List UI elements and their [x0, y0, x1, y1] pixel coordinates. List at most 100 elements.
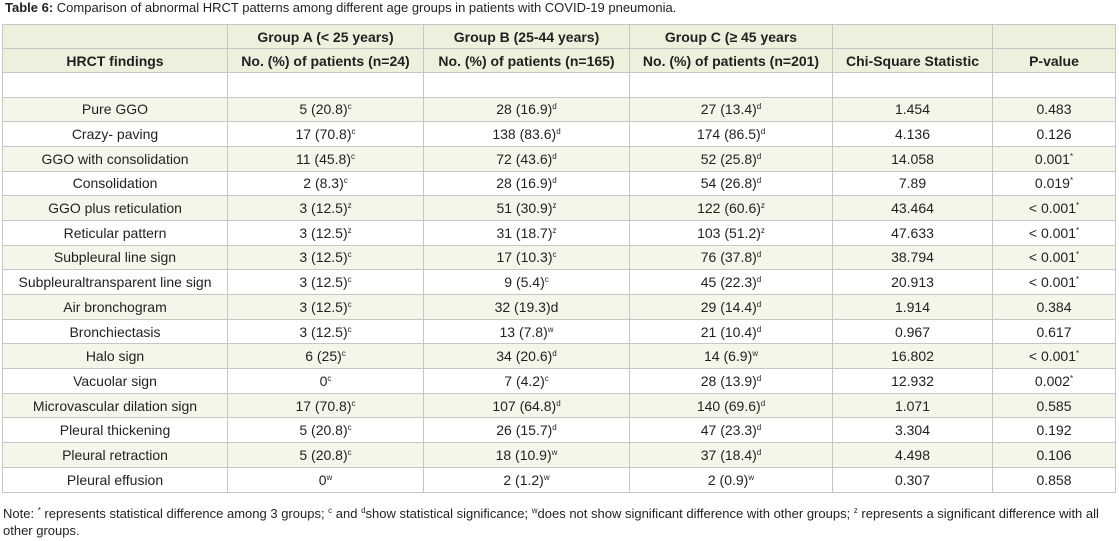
header-row-1: Group A (< 25 years) Group B (25-44 year… [2, 24, 1116, 49]
table-row: Air bronchogram 3 (12.5)c 32 (19.3)d 29 (14… [2, 294, 1116, 320]
group-c-cell: 76 (37.8)d [629, 244, 833, 271]
group-a-cell: 0w [227, 466, 424, 493]
chi-square-cell: 20.913 [832, 269, 993, 295]
cell-value: 14.058 [891, 150, 934, 167]
group-a-cell: 3 (12.5)c [227, 294, 424, 320]
cell-superscript: w [547, 324, 554, 334]
cell-value: Pleural retraction [62, 446, 168, 463]
finding-cell: Pleural thickening [2, 417, 228, 444]
cell-value: 4.136 [894, 126, 931, 143]
finding-cell: Vacuolar sign [2, 368, 228, 394]
p-value-cell: 0.483 [992, 96, 1116, 123]
p-value-cell: 0.106 [992, 442, 1116, 468]
cell-value: 32 (19.3)d [494, 298, 559, 315]
table-row: Reticular pattern 3 (12.5)z 31 (18.7)z 103 … [2, 219, 1116, 246]
cell-superscript: d [756, 324, 762, 334]
cell-superscript: w [326, 472, 333, 482]
cell-superscript: z [347, 201, 352, 211]
cell-superscript: d [556, 398, 561, 408]
cell-value: 0.967 [894, 323, 931, 340]
cell-value: < 0.001 [1028, 249, 1076, 266]
group-c-cell: 27 (13.4)d [629, 96, 833, 123]
cell-value: 28 (13.9) [700, 372, 757, 389]
finding-cell: Subpleuraltransparent line sign [2, 269, 228, 295]
table-row: Bronchiectasis 3 (12.5)c 13 (7.8)w 21 (10.4… [2, 318, 1116, 345]
cell-superscript: z [347, 225, 352, 235]
group-c-cell: 45 (22.3)d [629, 269, 833, 295]
caption-text: Comparison of abnormal HRCT patterns amo… [53, 0, 677, 15]
cell-superscript: w [551, 447, 558, 457]
table-row: Subpleuraltransparent line sign 3 (12.5)c… [2, 269, 1116, 295]
cell-value: GGO with consolidation [41, 150, 189, 167]
p-value-cell: 0.384 [992, 294, 1116, 320]
table-row: GGO with consolidation 11 (45.8)c 72 (43.6… [2, 145, 1116, 172]
table-row: Microvascular dilation sign 17 (70.8)c 107… [2, 392, 1116, 419]
group-c-cell: 103 (51.2)z [629, 219, 833, 246]
chi-square-cell: 1.914 [832, 294, 993, 320]
group-b-cell: 13 (7.8)w [423, 318, 630, 345]
chi-square-cell: 47.633 [832, 219, 993, 246]
table-row: Crazy- paving 17 (70.8)c 138 (83.6)d 174 (8… [2, 121, 1116, 147]
group-a-cell: 3 (12.5)c [227, 318, 424, 345]
group-b-cell: 28 (16.9)d [423, 96, 630, 123]
cell-value: < 0.001 [1028, 200, 1076, 217]
cell-value: 0.307 [894, 471, 931, 488]
group-a-cell: 5 (20.8)c [227, 442, 424, 468]
p-value-cell: < 0.001* [992, 244, 1116, 271]
p-value-cell: 0.019* [992, 170, 1116, 197]
cell-value: 0 [319, 372, 328, 389]
group-c-cell: 28 (13.9)d [629, 368, 833, 394]
group-b-cell: 7 (4.2)c [423, 368, 630, 394]
cell-superscript: d [760, 398, 766, 408]
p-value-cell: 0.585 [992, 392, 1116, 419]
group-b-cell: 138 (83.6)d [423, 121, 630, 147]
p-value-cell: < 0.001* [992, 195, 1116, 221]
cell-value: 0.585 [1036, 397, 1072, 414]
cell-value: 140 (69.6) [696, 397, 761, 414]
cell-value: 3 (12.5) [299, 249, 348, 266]
group-b-cell: 17 (10.3)c [423, 244, 630, 271]
cell-value: 17 (70.8) [295, 126, 352, 143]
chi-square-cell: 7.89 [832, 170, 993, 197]
p-value-cell: < 0.001* [992, 343, 1116, 370]
cell-value: 47 (23.3) [700, 422, 757, 439]
note-text: does not show significant difference wit… [537, 506, 854, 521]
cell-value: < 0.001 [1028, 274, 1076, 291]
cell-value: 3.304 [894, 422, 931, 439]
header-cell [992, 24, 1116, 49]
p-value-cell: 0.126 [992, 121, 1116, 147]
cell-value: 0.126 [1036, 126, 1072, 143]
cell-superscript: d [552, 349, 557, 359]
cell-value: Vacuolar sign [73, 372, 157, 389]
chi-square-cell: 4.498 [832, 442, 993, 468]
cell-superscript: c [552, 250, 557, 260]
cell-value: 28 (16.9) [496, 175, 553, 192]
cell-value: Consolidation [72, 175, 158, 192]
group-b-cell: 34 (20.6)d [423, 343, 630, 370]
cell-superscript: z [760, 225, 765, 235]
header-cell: P-value [992, 48, 1116, 73]
cell-value: 2 (1.2) [503, 471, 544, 488]
cell-value: 3 (12.5) [299, 224, 348, 241]
cell-value: 138 (83.6) [492, 126, 557, 143]
cell-superscript: c [347, 102, 352, 112]
group-a-cell: 2 (8.3)c [227, 170, 424, 197]
cell-value: 0.019 [1034, 175, 1070, 192]
table-row: Vacuolar sign 0c 7 (4.2)c 28 (13.9)d 12.932 0… [2, 368, 1116, 394]
group-a-cell: 17 (70.8)c [227, 121, 424, 147]
cell-value: Microvascular dilation sign [32, 397, 198, 414]
cell-value: 7.89 [898, 175, 927, 192]
finding-cell: Air bronchogram [2, 294, 228, 320]
cell-value: 2 (8.3) [303, 175, 344, 192]
p-value-cell: < 0.001* [992, 219, 1116, 246]
cell-value: 5 (20.8) [299, 422, 348, 439]
cell-superscript: c [351, 127, 356, 137]
group-a-cell: 5 (20.8)c [227, 96, 424, 123]
cell-value: Pleural effusion [66, 471, 164, 488]
chi-square-cell: 1.454 [832, 96, 993, 123]
p-value-cell: < 0.001* [992, 269, 1116, 295]
cell-value: 107 (64.8) [492, 397, 557, 414]
cell-superscript: c [327, 373, 332, 383]
cell-value: 0.384 [1036, 298, 1072, 315]
cell-superscript: * [1075, 349, 1080, 359]
